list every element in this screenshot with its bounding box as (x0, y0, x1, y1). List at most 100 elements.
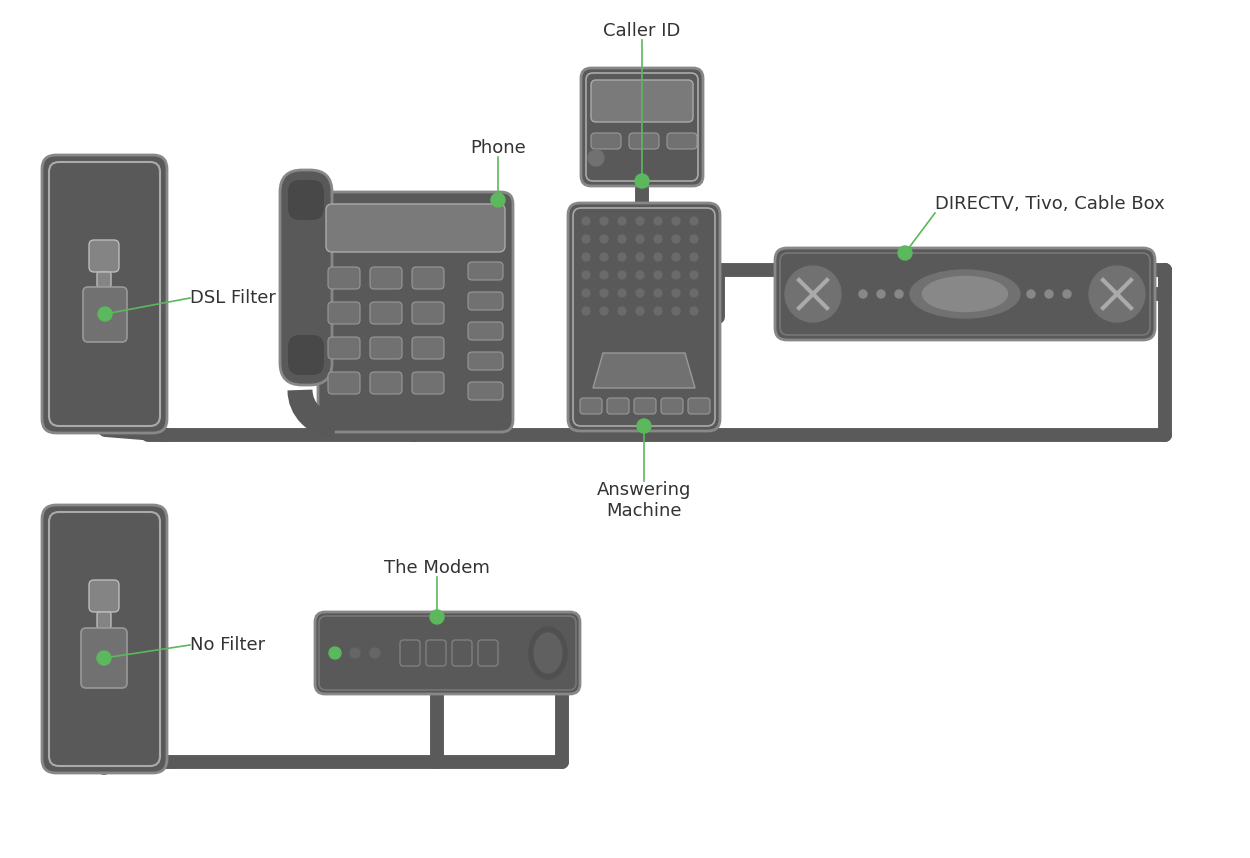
Ellipse shape (529, 627, 568, 679)
FancyBboxPatch shape (82, 287, 127, 342)
FancyBboxPatch shape (775, 248, 1155, 340)
Text: The Modem: The Modem (384, 559, 490, 577)
FancyBboxPatch shape (370, 372, 402, 394)
FancyBboxPatch shape (328, 302, 360, 324)
Circle shape (636, 217, 644, 225)
FancyBboxPatch shape (572, 208, 715, 426)
Text: No Filter: No Filter (190, 636, 265, 654)
Circle shape (636, 235, 644, 243)
Circle shape (98, 651, 111, 665)
FancyBboxPatch shape (318, 192, 512, 432)
FancyBboxPatch shape (400, 640, 420, 666)
Ellipse shape (922, 276, 1008, 311)
Text: Phone: Phone (470, 139, 526, 157)
Circle shape (690, 235, 698, 243)
Text: Answering
Machine: Answering Machine (596, 481, 691, 520)
FancyBboxPatch shape (412, 337, 444, 359)
Circle shape (690, 289, 698, 297)
Circle shape (785, 266, 841, 322)
FancyBboxPatch shape (629, 133, 659, 149)
FancyBboxPatch shape (591, 133, 621, 149)
Circle shape (690, 271, 698, 279)
Circle shape (654, 217, 662, 225)
Circle shape (672, 271, 680, 279)
Circle shape (654, 271, 662, 279)
Text: Caller ID: Caller ID (604, 22, 681, 40)
FancyBboxPatch shape (634, 398, 656, 414)
FancyBboxPatch shape (328, 267, 360, 289)
FancyBboxPatch shape (49, 162, 160, 426)
Circle shape (618, 235, 626, 243)
FancyBboxPatch shape (591, 80, 693, 122)
Circle shape (690, 307, 698, 315)
Circle shape (672, 253, 680, 261)
Circle shape (582, 289, 590, 297)
FancyBboxPatch shape (412, 267, 444, 289)
Circle shape (635, 174, 649, 188)
FancyBboxPatch shape (370, 267, 402, 289)
Circle shape (1062, 290, 1071, 298)
Circle shape (98, 307, 112, 321)
FancyBboxPatch shape (668, 133, 698, 149)
Ellipse shape (534, 633, 562, 673)
FancyBboxPatch shape (49, 512, 160, 766)
FancyBboxPatch shape (89, 240, 119, 272)
FancyBboxPatch shape (468, 352, 502, 370)
Circle shape (582, 253, 590, 261)
FancyBboxPatch shape (98, 272, 111, 287)
Polygon shape (592, 353, 695, 388)
Circle shape (672, 217, 680, 225)
Circle shape (690, 217, 698, 225)
FancyBboxPatch shape (328, 372, 360, 394)
Circle shape (582, 307, 590, 315)
Circle shape (638, 419, 651, 433)
Circle shape (1089, 266, 1145, 322)
Circle shape (491, 193, 505, 207)
Circle shape (636, 271, 644, 279)
Circle shape (600, 217, 608, 225)
Circle shape (618, 289, 626, 297)
FancyBboxPatch shape (426, 640, 446, 666)
Circle shape (618, 271, 626, 279)
FancyBboxPatch shape (412, 372, 444, 394)
FancyBboxPatch shape (468, 322, 502, 340)
FancyBboxPatch shape (288, 180, 324, 220)
Circle shape (582, 217, 590, 225)
FancyBboxPatch shape (288, 335, 324, 375)
Circle shape (618, 217, 626, 225)
Circle shape (654, 253, 662, 261)
FancyBboxPatch shape (468, 382, 502, 400)
FancyBboxPatch shape (81, 628, 127, 688)
Circle shape (588, 150, 604, 166)
Circle shape (600, 289, 608, 297)
FancyBboxPatch shape (586, 73, 698, 181)
FancyBboxPatch shape (580, 398, 602, 414)
Circle shape (600, 307, 608, 315)
Circle shape (1045, 290, 1052, 298)
FancyBboxPatch shape (780, 253, 1150, 335)
Ellipse shape (910, 270, 1020, 318)
Circle shape (636, 289, 644, 297)
FancyBboxPatch shape (688, 398, 710, 414)
FancyBboxPatch shape (608, 398, 629, 414)
Text: DIRECTV, Tivo, Cable Box: DIRECTV, Tivo, Cable Box (935, 195, 1165, 213)
FancyBboxPatch shape (328, 337, 360, 359)
Circle shape (859, 290, 868, 298)
FancyBboxPatch shape (89, 580, 119, 612)
Circle shape (672, 235, 680, 243)
FancyBboxPatch shape (568, 203, 720, 431)
FancyBboxPatch shape (42, 505, 168, 773)
FancyBboxPatch shape (468, 262, 502, 280)
Circle shape (350, 648, 360, 658)
Circle shape (654, 307, 662, 315)
Circle shape (654, 235, 662, 243)
Circle shape (895, 290, 902, 298)
Circle shape (430, 610, 444, 624)
Circle shape (636, 307, 644, 315)
FancyBboxPatch shape (280, 170, 332, 385)
Circle shape (582, 271, 590, 279)
Circle shape (600, 253, 608, 261)
Circle shape (878, 290, 885, 298)
FancyBboxPatch shape (581, 68, 702, 186)
Circle shape (898, 246, 912, 260)
